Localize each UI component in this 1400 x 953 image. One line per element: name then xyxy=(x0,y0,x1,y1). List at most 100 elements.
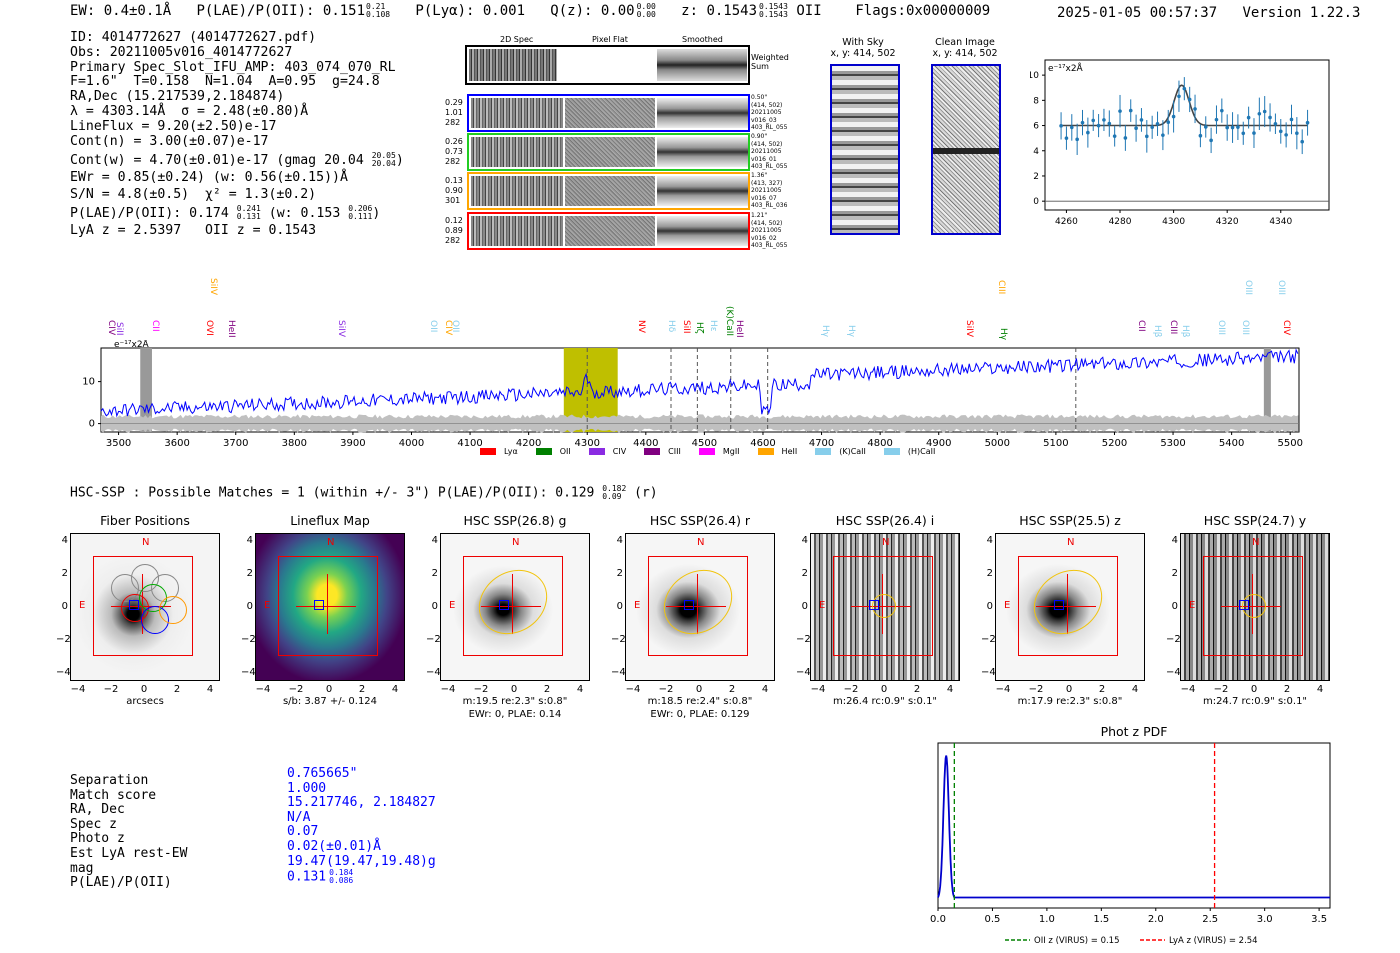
match-value-text: 0.07 xyxy=(287,824,319,840)
hsc-ytick-label: −4 xyxy=(1166,667,1181,678)
legend-label: HeII xyxy=(781,447,798,456)
full-spectrum-xtick-label: 3500 xyxy=(106,438,131,449)
zoom-data-point xyxy=(1091,118,1096,123)
cutout-row-right-value: (414, 502) xyxy=(751,101,783,109)
legend-item: HeII xyxy=(757,447,798,456)
cutout-row-right-value: 403_RL_036 xyxy=(751,202,788,209)
hsc-ytick-label: 0 xyxy=(431,601,438,612)
cutout-row-left-values: 0.26 0.73 282 xyxy=(445,137,463,167)
with-sky-image xyxy=(830,64,900,235)
full-spectrum-ytick-label: 10 xyxy=(82,377,95,388)
hsc-xtick-label: −4 xyxy=(255,684,271,695)
cutout-row-2d-image xyxy=(471,137,563,167)
info-plae-w-sup: 0.206 xyxy=(348,203,373,213)
hsc-panel-caption-2: EWr: 0, PLAE: 0.14 xyxy=(468,709,562,720)
zoom-data-point xyxy=(1134,126,1138,130)
hsc-ytick-label: −4 xyxy=(796,667,811,678)
weighted-smoothed-image xyxy=(657,49,747,81)
zoom-data-point xyxy=(1096,123,1101,128)
zoom-data-point xyxy=(1246,115,1251,120)
hsc-xtick-label: 2 xyxy=(1283,684,1291,695)
zoom-data-point xyxy=(1252,131,1256,135)
hsc-xtick-label: 4 xyxy=(1131,684,1139,695)
hsc-ytick-label: 4 xyxy=(1171,535,1178,546)
cutout-row-2d-image xyxy=(471,216,563,246)
header-right: 2025-01-05 00:57:37 Version 1.22.3 xyxy=(1057,5,1360,21)
cutout-row-box xyxy=(467,172,750,210)
hsc-panel-caption: s/b: 3.87 +/- 0.124 xyxy=(282,696,378,707)
header-qz: Q(z): 0.00 xyxy=(550,3,635,19)
cutout-row-right-value: 403_RL_055 xyxy=(751,242,788,249)
header-version: Version 1.22.3 xyxy=(1242,5,1361,21)
zoom-data-point xyxy=(1128,108,1133,113)
zoom-ytick-label: 4 xyxy=(1033,147,1039,157)
legend-swatch xyxy=(757,448,774,455)
zoom-data-point xyxy=(1225,125,1229,130)
cutout-row-flat-image xyxy=(565,137,655,167)
hsc-xtick-label: 0 xyxy=(1065,684,1073,695)
hsc-ytick-label: 0 xyxy=(246,601,253,612)
zoom-xtick-label: 4280 xyxy=(1109,217,1132,227)
photz-xticks: 0.0 0.5 1.0 1.5 2.0 2.5 3.0 3.5 xyxy=(930,908,1327,925)
hsc-xtick-label: −4 xyxy=(70,684,86,695)
hsc-xtick-label: 4 xyxy=(576,684,584,695)
photz-pdf-plot: 0.0 0.5 1.0 1.5 2.0 2.5 3.0 3.5 OII z (VIRUS) =… xyxy=(930,742,1331,946)
info-radec: RA,Dec (15.217539,2.184874) xyxy=(70,89,285,105)
hsc-east-label: E xyxy=(79,600,86,611)
hsc-ytick-label: 2 xyxy=(431,568,438,579)
zoom-xticks: 4260 4280 4300 4320 4340 xyxy=(1055,210,1292,227)
hsc-xtick-label: −2 xyxy=(288,684,304,695)
spectral-line-tag: SiIV xyxy=(336,320,346,338)
hsc-ytick-label: 4 xyxy=(246,535,253,546)
match-value-text: 0.131 xyxy=(287,869,327,885)
hsc-header-sub: 0.09 xyxy=(602,492,622,501)
spectral-line-tag: Hγ xyxy=(998,328,1008,341)
zoom-data xyxy=(1045,77,1329,202)
header-qz-sup: 0.00 xyxy=(636,2,656,11)
cutout-row-right-value: v016_07 xyxy=(751,194,777,202)
hsc-ytick-label: −4 xyxy=(426,667,441,678)
hsc-panel-title: HSC SSP(26.4) r xyxy=(649,513,751,528)
full-spectrum-ytick-label: 0 xyxy=(89,419,95,430)
info-contw: Cont(w) = 4.70(±0.01)e-17 (gmag 20.04 20… xyxy=(70,151,404,169)
hsc-panel-caption: m:18.5 re:2.4" s:0.8" xyxy=(647,696,753,707)
zoom-data-point xyxy=(1295,131,1299,135)
cutout-row-right-values: 1.21" (414, 502) 20211005 v016_02 403_RL_055 xyxy=(751,212,787,250)
hsc-east-label: E xyxy=(634,600,641,611)
legend-item: CIII xyxy=(644,447,681,456)
match-label: Separation xyxy=(70,773,149,788)
hsc-east-label: E xyxy=(1189,600,1196,611)
hsc-xtick-label: 0 xyxy=(140,684,148,695)
zoom-data-point xyxy=(1150,125,1154,130)
zoom-data-point xyxy=(1102,118,1106,122)
hsc-xtick-label: 2 xyxy=(358,684,366,695)
header-z-line: OII xyxy=(796,3,822,19)
hsc-ytick-label: 2 xyxy=(801,568,808,579)
match-label: Est LyA rest-EW xyxy=(70,845,188,861)
zoom-data-point xyxy=(1177,94,1181,99)
cutout-row-left-value: 0.13 xyxy=(445,176,463,185)
match-value: 0.02(±0.01)Å xyxy=(287,839,436,855)
spectral-line-tag: (K)CaII xyxy=(724,306,734,337)
legend-swatch xyxy=(535,448,552,455)
legend-label: CIII xyxy=(668,447,681,456)
hsc-crosshair-h xyxy=(1036,606,1096,607)
hsc-xtick-label: 4 xyxy=(946,684,954,695)
zoom-xtick-label: 4260 xyxy=(1055,217,1078,227)
zoom-data-point xyxy=(1064,136,1069,140)
hsc-east-label: E xyxy=(1004,600,1011,611)
cutout-row-box xyxy=(467,94,750,132)
zoom-yticks: 0 2 4 6 8 10 xyxy=(1030,71,1045,207)
clean-image xyxy=(931,64,1001,235)
hsc-panel-title: HSC SSP(26.8) g xyxy=(463,513,567,528)
match-value: N/A xyxy=(287,810,436,826)
full-spectrum-xtick-label: 3800 xyxy=(282,438,307,449)
cutout-header-smoothed: Smoothed xyxy=(682,35,723,44)
spectral-line-tag: CIV xyxy=(1281,320,1291,336)
full-spectrum-xtick-label: 4500 xyxy=(692,438,717,449)
cutout-row-right-values: 0.50" (414, 502) 20211005 v016_03 403_RL_055 xyxy=(751,94,787,132)
cutout-row-left-value: 0.89 xyxy=(445,226,463,235)
zoom-ytick-label: 10 xyxy=(1030,71,1039,81)
hsc-header-label: HSC-SSP : Possible Matches = 1 (within +… xyxy=(70,485,595,501)
